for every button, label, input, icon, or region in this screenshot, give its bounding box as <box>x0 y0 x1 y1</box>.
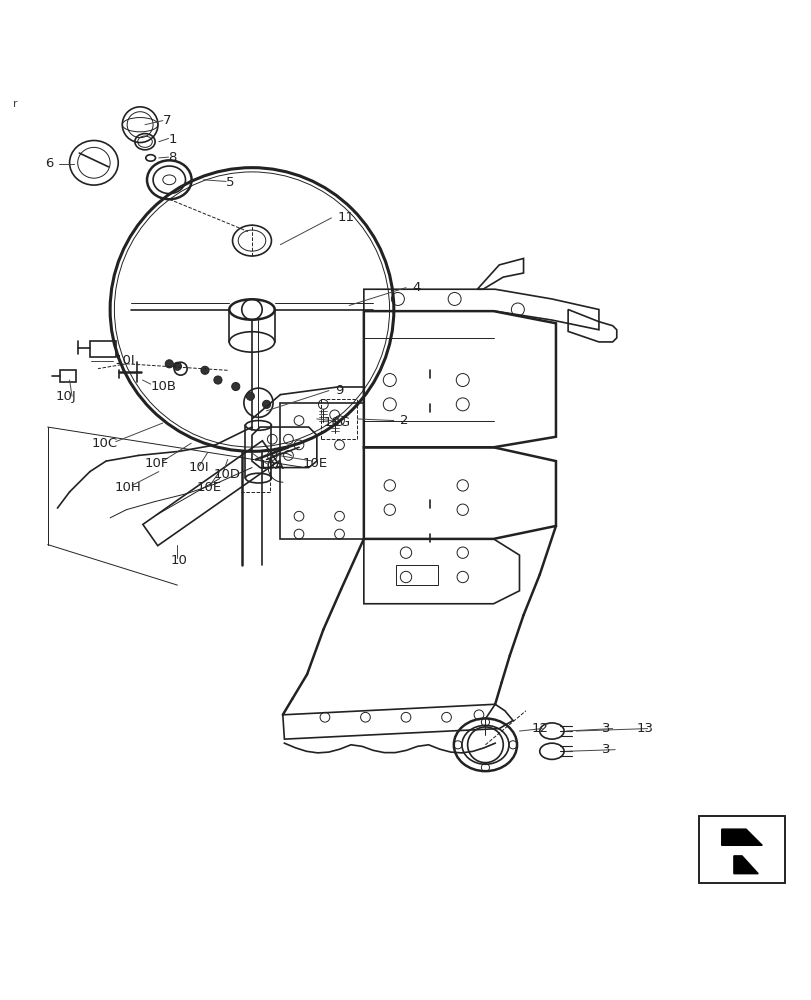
Circle shape <box>173 362 181 370</box>
Text: 3: 3 <box>602 743 610 756</box>
Text: 4: 4 <box>412 281 420 294</box>
Text: r: r <box>13 99 18 109</box>
Text: 10E: 10E <box>196 481 221 494</box>
Circle shape <box>262 400 270 408</box>
Polygon shape <box>733 856 757 874</box>
Circle shape <box>231 382 239 391</box>
Text: 3: 3 <box>602 722 610 735</box>
Text: 8: 8 <box>169 151 177 164</box>
Text: 13: 13 <box>637 722 653 735</box>
Text: 11: 11 <box>337 211 354 224</box>
Text: 10E: 10E <box>302 457 327 470</box>
Circle shape <box>246 392 254 400</box>
Text: 10J: 10J <box>56 390 76 403</box>
Text: 9: 9 <box>334 384 342 397</box>
Text: 2: 2 <box>399 414 407 427</box>
Circle shape <box>165 360 173 368</box>
Text: 10B: 10B <box>151 380 177 393</box>
Polygon shape <box>721 829 762 845</box>
Text: 10A: 10A <box>258 459 284 472</box>
Text: 10I: 10I <box>188 461 209 474</box>
Text: 12: 12 <box>531 722 548 735</box>
Text: 10H: 10H <box>114 481 141 494</box>
Text: 10F: 10F <box>145 457 169 470</box>
Text: 10G: 10G <box>323 416 350 429</box>
Text: 5: 5 <box>225 176 234 189</box>
Circle shape <box>200 366 208 374</box>
Text: 10D: 10D <box>212 468 240 481</box>
Text: 6: 6 <box>45 157 54 170</box>
Bar <box>698 816 783 883</box>
Bar <box>698 816 783 883</box>
Text: 10I: 10I <box>114 354 135 367</box>
Text: 7: 7 <box>163 114 171 127</box>
Text: 1: 1 <box>169 133 177 146</box>
Text: 10: 10 <box>170 554 187 567</box>
Circle shape <box>213 376 221 384</box>
Text: 10C: 10C <box>92 437 118 450</box>
